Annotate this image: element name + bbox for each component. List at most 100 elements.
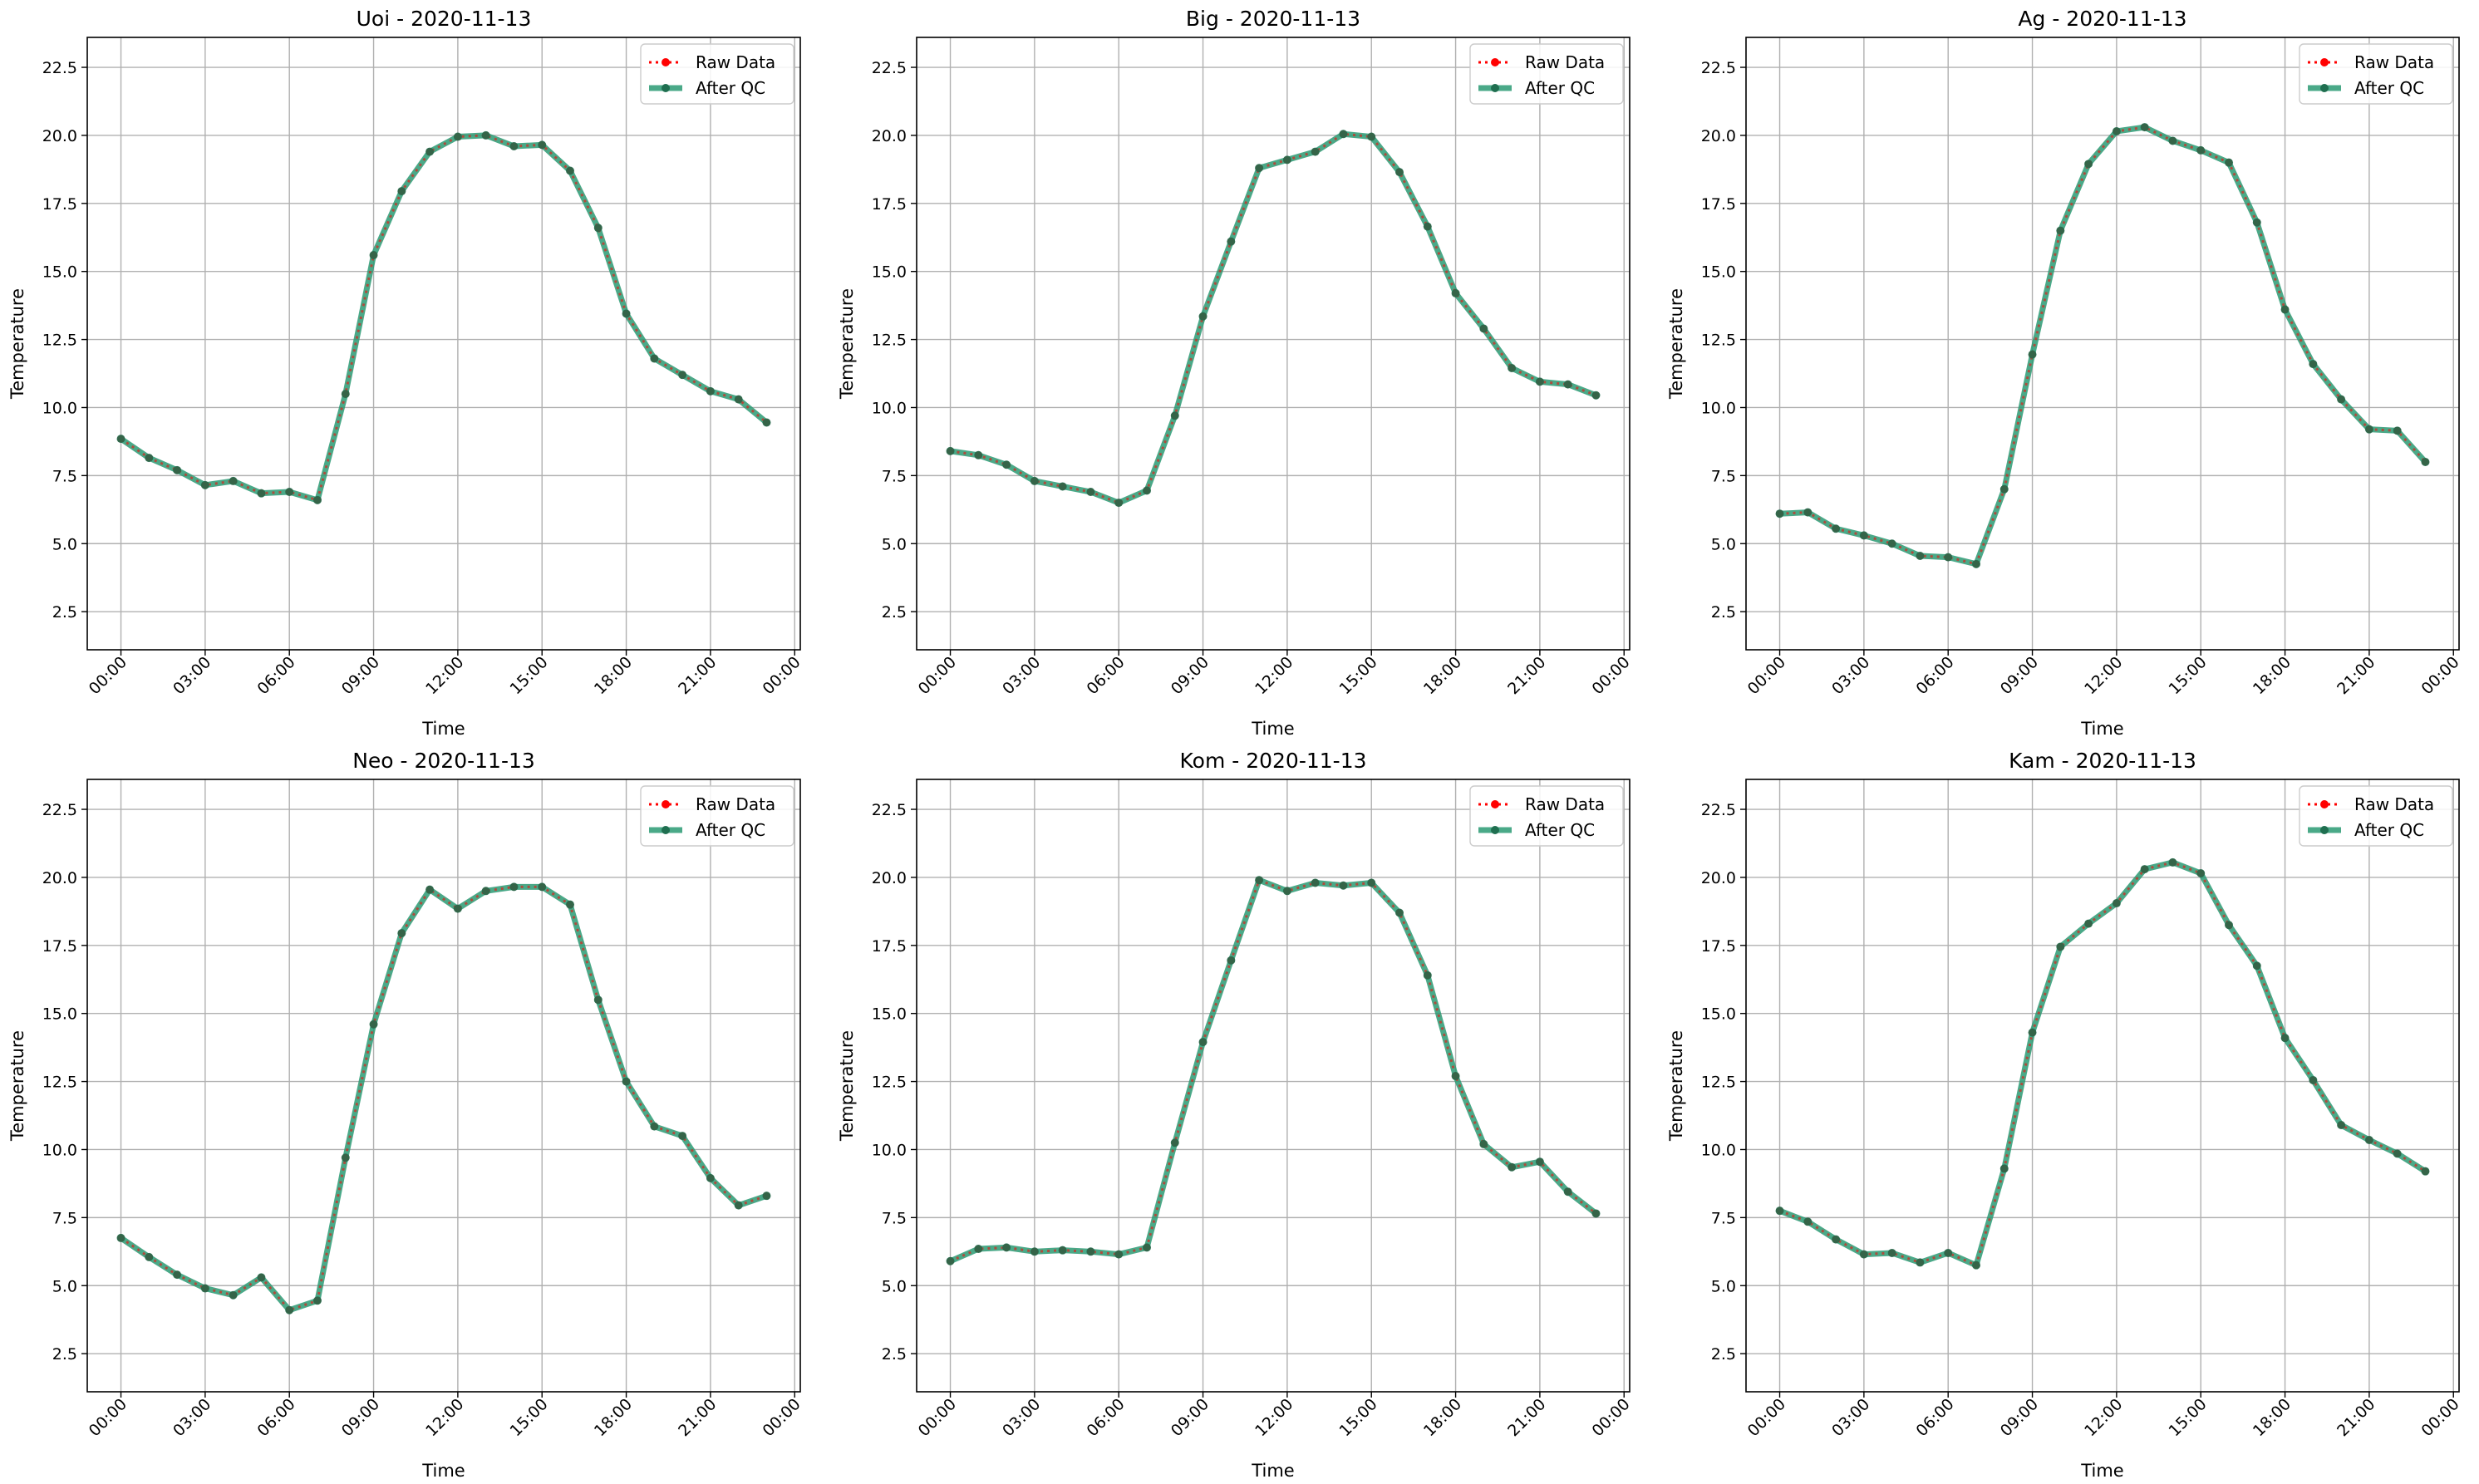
axes-frame — [1745, 37, 2460, 651]
legend-raw-label: Raw Data — [1525, 52, 1605, 72]
x-tick-label: 06:00 — [253, 653, 298, 698]
after-qc-point — [762, 1192, 771, 1201]
y-tick-label: 5.0 — [52, 1277, 77, 1295]
y-tick-label: 10.0 — [42, 1141, 77, 1159]
y-tick-label: 10.0 — [1701, 399, 1736, 417]
after-qc-point — [622, 1077, 631, 1086]
y-tick-label: 10.0 — [872, 1141, 907, 1159]
y-tick-label: 17.5 — [42, 937, 77, 956]
after-qc-point — [425, 885, 435, 894]
after-qc-point — [2393, 426, 2402, 435]
after-qc-point — [593, 995, 603, 1005]
after-qc-point — [2028, 350, 2037, 359]
x-tick-label: 00:00 — [915, 653, 960, 698]
y-tick-label: 5.0 — [1711, 535, 1736, 553]
x-tick-label: 03:00 — [170, 653, 214, 698]
after-qc-point — [509, 882, 519, 892]
after-qc-point — [1170, 1138, 1179, 1147]
y-tick-label: 12.5 — [42, 332, 77, 350]
y-tick-label: 7.5 — [52, 1209, 77, 1227]
after-qc-point — [1058, 482, 1067, 491]
legend: Raw Data After QC — [2299, 785, 2453, 847]
y-tick-label: 7.5 — [52, 467, 77, 485]
legend-qc-label: After QC — [1525, 78, 1595, 98]
after-qc-point — [1002, 460, 1011, 469]
after-qc-point — [650, 354, 659, 363]
after-qc-point — [1255, 164, 1264, 173]
y-tick-label: 12.5 — [42, 1074, 77, 1092]
after-qc-point — [706, 1173, 715, 1182]
after-qc-point — [2309, 360, 2318, 369]
x-axis-label: Time — [1251, 1461, 1294, 1480]
subplot-title: Neo - 2020-11-13 — [352, 749, 535, 773]
y-tick-label: 22.5 — [42, 801, 77, 819]
after-qc-point — [1832, 1235, 1841, 1244]
series-line-after-qc — [949, 877, 1598, 1264]
series-line-raw-data — [120, 134, 768, 502]
legend-raw-marker — [2320, 58, 2329, 66]
x-tick-label: 21:00 — [1504, 1395, 1549, 1440]
y-tick-label: 5.0 — [1711, 1277, 1736, 1295]
x-axis-label: Time — [421, 1461, 465, 1480]
legend-raw-marker — [1491, 800, 1499, 808]
after-qc-point — [1775, 509, 1784, 518]
legend: Raw Data After QC — [2299, 43, 2453, 105]
x-tick-label: 21:00 — [675, 1395, 720, 1440]
after-qc-point — [734, 395, 743, 404]
legend: Raw Data After QC — [1469, 785, 1624, 847]
x-tick-label: 03:00 — [999, 1395, 1044, 1440]
y-tick-label: 22.5 — [42, 59, 77, 77]
after-qc-point — [145, 1252, 154, 1261]
y-tick-label: 15.0 — [1701, 1005, 1736, 1024]
after-qc-point — [1916, 551, 1925, 560]
after-qc-point — [1030, 1247, 1039, 1256]
after-qc-point — [2252, 218, 2261, 227]
after-qc-point — [1859, 1250, 1868, 1259]
y-tick-label: 12.5 — [1701, 332, 1736, 350]
after-qc-point — [257, 1273, 266, 1282]
after-qc-point — [1563, 1187, 1572, 1197]
legend-qc-label: After QC — [2354, 820, 2424, 840]
x-tick-label: 06:00 — [253, 1395, 298, 1440]
x-axis-label: Time — [421, 719, 465, 739]
y-tick-label: 2.5 — [52, 603, 77, 622]
x-tick-label: 00:00 — [759, 1395, 804, 1440]
after-qc-point — [1282, 887, 1291, 896]
after-qc-point — [369, 1020, 378, 1029]
after-qc-point — [566, 900, 575, 909]
y-tick-label: 17.5 — [872, 195, 907, 214]
after-qc-point — [538, 140, 547, 150]
after-qc-point — [1142, 486, 1151, 495]
after-qc-point — [678, 1132, 687, 1141]
x-tick-label: 12:00 — [1252, 1395, 1296, 1440]
x-tick-label: 09:00 — [338, 1395, 383, 1440]
after-qc-point — [1423, 970, 1432, 980]
after-qc-point — [1255, 876, 1264, 885]
after-qc-point — [116, 1233, 125, 1242]
series-line-raw-data — [949, 878, 1597, 1263]
legend: Raw Data After QC — [1469, 43, 1624, 105]
y-tick-label: 7.5 — [882, 1209, 907, 1227]
after-qc-point — [678, 371, 687, 380]
y-tick-label: 10.0 — [42, 399, 77, 417]
y-tick-label: 17.5 — [42, 195, 77, 214]
after-qc-point — [2028, 1028, 2037, 1037]
after-qc-point — [1339, 881, 1348, 890]
after-qc-point — [481, 130, 490, 140]
x-tick-label: 03:00 — [1828, 1395, 1873, 1440]
x-tick-label: 18:00 — [591, 653, 636, 698]
after-qc-point — [1227, 237, 1236, 246]
x-tick-label: 09:00 — [1997, 1395, 2042, 1440]
subplot-4: Neo - 2020-11-13 2.5 5.0 7.5 10.0 12.5 15.0 17.… — [7, 749, 804, 1481]
after-qc-point — [341, 390, 350, 399]
after-qc-point — [1803, 508, 1813, 517]
x-tick-label: 18:00 — [591, 1395, 636, 1440]
x-tick-label: 09:00 — [1997, 653, 2042, 698]
y-tick-label: 5.0 — [52, 535, 77, 553]
subplot-6: Kam - 2020-11-13 2.5 5.0 7.5 10.0 12.5 15.0 17.… — [1666, 749, 2463, 1481]
after-qc-point — [1395, 908, 1404, 917]
x-tick-label: 06:00 — [1083, 1395, 1128, 1440]
after-qc-point — [397, 929, 406, 938]
subplot-5: Kom - 2020-11-13 2.5 5.0 7.5 10.0 12.5 15.0 17.… — [837, 749, 1634, 1481]
